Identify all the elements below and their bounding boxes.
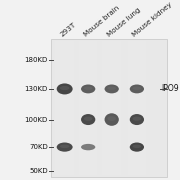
Bar bbox=[51, 39, 167, 177]
Text: Mouse brain: Mouse brain bbox=[83, 5, 120, 38]
Ellipse shape bbox=[105, 113, 119, 126]
Ellipse shape bbox=[57, 143, 73, 152]
Text: 50KD: 50KD bbox=[29, 168, 48, 174]
Ellipse shape bbox=[107, 87, 116, 90]
Text: 100KD: 100KD bbox=[25, 116, 48, 123]
Ellipse shape bbox=[81, 84, 95, 93]
Ellipse shape bbox=[81, 114, 95, 125]
Ellipse shape bbox=[133, 145, 141, 148]
Text: Mouse lung: Mouse lung bbox=[106, 6, 142, 38]
Ellipse shape bbox=[130, 143, 144, 152]
Ellipse shape bbox=[130, 114, 144, 125]
Text: IPO9: IPO9 bbox=[161, 84, 179, 93]
Text: 130KD: 130KD bbox=[25, 86, 48, 92]
Ellipse shape bbox=[84, 145, 93, 148]
Ellipse shape bbox=[130, 84, 144, 93]
Text: Mouse kidney: Mouse kidney bbox=[131, 1, 173, 38]
Ellipse shape bbox=[84, 117, 93, 121]
Text: 180KD: 180KD bbox=[25, 57, 48, 63]
Ellipse shape bbox=[81, 144, 95, 150]
Bar bbox=[102, 41, 121, 175]
Ellipse shape bbox=[133, 87, 141, 90]
Ellipse shape bbox=[60, 86, 69, 90]
Bar bbox=[128, 41, 146, 175]
Ellipse shape bbox=[84, 87, 93, 90]
Ellipse shape bbox=[133, 117, 141, 121]
Bar bbox=[79, 41, 97, 175]
Ellipse shape bbox=[105, 84, 119, 93]
Ellipse shape bbox=[60, 145, 69, 148]
Bar bbox=[55, 41, 74, 175]
Ellipse shape bbox=[57, 83, 73, 94]
Text: 70KD: 70KD bbox=[29, 144, 48, 150]
Ellipse shape bbox=[107, 116, 116, 121]
Text: 293T: 293T bbox=[59, 21, 77, 38]
